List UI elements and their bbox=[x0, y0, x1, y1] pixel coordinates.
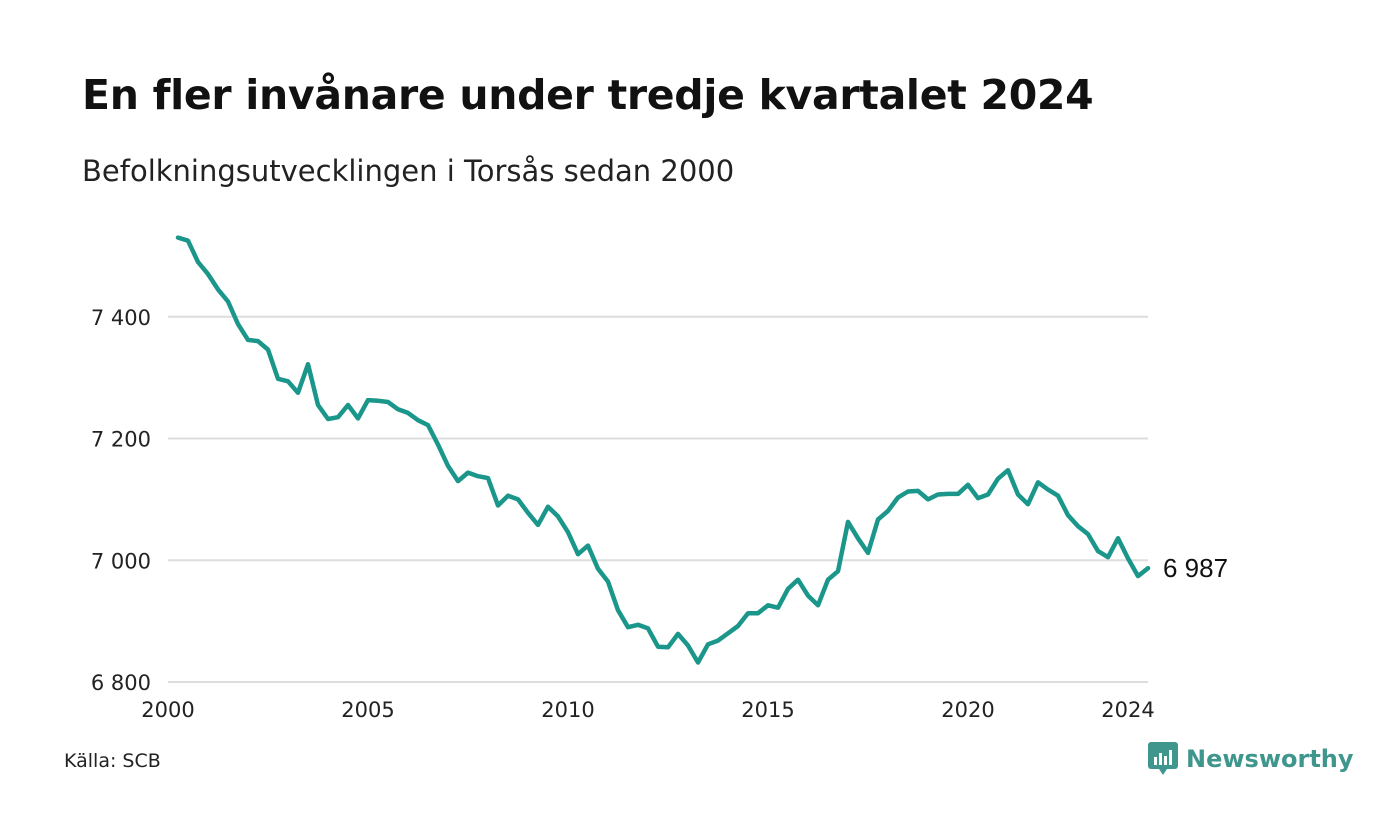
x-tick-label: 2015 bbox=[741, 698, 794, 722]
x-tick-label: 2005 bbox=[341, 698, 394, 722]
y-tick-label: 7 000 bbox=[91, 549, 151, 573]
line-chart: 6 800 7 000 7 200 7 400 2000 2005 2010 2015 202… bbox=[91, 235, 1228, 722]
y-tick-label: 6 800 bbox=[91, 671, 151, 695]
x-tick-label: 2000 bbox=[141, 698, 194, 722]
x-axis-tick-labels: 2000 2005 2010 2015 2020 2024 bbox=[141, 698, 1154, 722]
newsworthy-logo-icon bbox=[1148, 742, 1178, 775]
x-tick-label: 2010 bbox=[541, 698, 594, 722]
chart-subtitle: Befolkningsutvecklingen i Torsås sedan 2… bbox=[82, 154, 735, 188]
brand-name: Newsworthy bbox=[1186, 745, 1354, 773]
y-axis-tick-labels: 6 800 7 000 7 200 7 400 bbox=[91, 306, 151, 695]
chart-title: En fler invånare under tredje kvartalet … bbox=[82, 71, 1094, 119]
last-value-label: 6 987 bbox=[1163, 553, 1228, 583]
y-tick-label: 7 400 bbox=[91, 306, 151, 330]
y-tick-label: 7 200 bbox=[91, 428, 151, 452]
x-tick-label: 2020 bbox=[941, 698, 994, 722]
brand-logo: Newsworthy bbox=[1148, 742, 1354, 776]
x-tick-label: 2024 bbox=[1101, 698, 1154, 722]
source-note: Källa: SCB bbox=[64, 750, 161, 772]
grid-lines bbox=[168, 315, 1148, 683]
population-series-line bbox=[175, 235, 1151, 665]
